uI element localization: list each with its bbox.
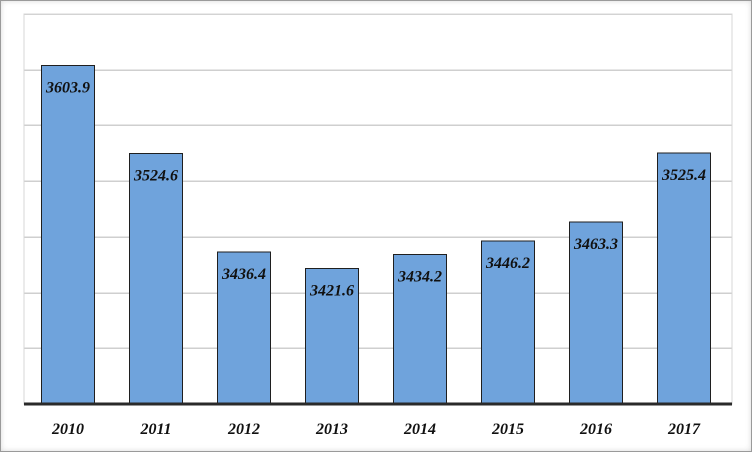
data-labels: 3603.9 3524.6 3436.4 3421.6 3434.2 3446.2 3463… (45, 79, 706, 299)
bar-2012 (217, 251, 271, 405)
bar-2010 (41, 64, 95, 405)
data-label-2017: 3525.4 (661, 167, 706, 184)
data-label-2014: 3434.2 (397, 269, 442, 286)
x-tick-label-2013: 2013 (315, 421, 348, 438)
x-tick-label-2012: 2012 (227, 421, 260, 438)
x-tick-label-2010: 2010 (51, 421, 84, 438)
x-tick-label-2011: 2011 (139, 421, 171, 438)
bar-2017 (657, 152, 711, 405)
bars (41, 64, 711, 405)
data-label-2015: 3446.2 (485, 255, 530, 272)
data-label-2013: 3421.6 (309, 283, 354, 300)
data-label-2016: 3463.3 (573, 236, 618, 253)
x-axis-tick-labels: 2010 2011 2012 2013 2014 2015 2016 2017 (51, 421, 701, 438)
bar-2014 (393, 254, 447, 405)
bar-2016 (569, 221, 623, 405)
data-label-2011: 3524.6 (133, 168, 178, 185)
data-label-2012: 3436.4 (221, 266, 266, 283)
x-tick-label-2014: 2014 (403, 421, 436, 438)
x-tick-label-2017: 2017 (667, 421, 701, 438)
data-label-2010: 3603.9 (45, 79, 90, 96)
x-tick-label-2015: 2015 (491, 421, 524, 438)
bar-2013 (305, 268, 359, 405)
bar-2011 (129, 153, 183, 405)
bar-2015 (481, 240, 535, 405)
x-tick-label-2016: 2016 (579, 421, 612, 438)
